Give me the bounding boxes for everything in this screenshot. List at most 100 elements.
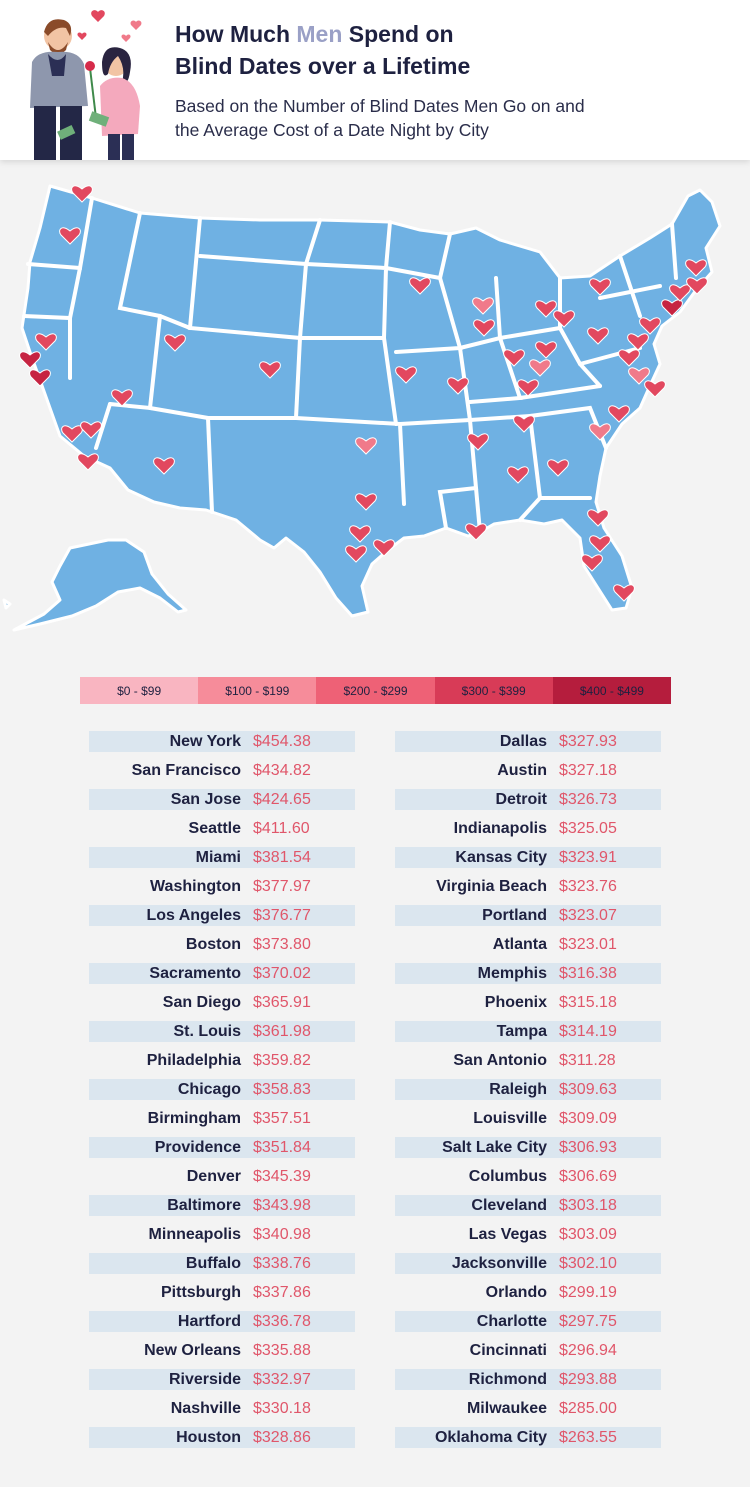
city-name: New York [169, 732, 241, 750]
city-row: Richmond $293.88 [395, 1369, 661, 1390]
price-legend: $0 - $99 $100 - $199 $200 - $299 $300 - $39… [80, 677, 672, 704]
city-name: Oklahoma City [434, 1428, 547, 1446]
city-name: Boston [185, 935, 241, 953]
heart-marker-salt-lake-city [164, 334, 186, 352]
heart-marker-buffalo [589, 278, 611, 296]
alaska-shape [12, 538, 188, 632]
city-price: $376.77 [253, 906, 311, 924]
city-row: Detroit $326.73 [395, 789, 661, 810]
city-row: Miami $381.54 [89, 847, 355, 868]
city-row: Las Vegas $303.09 [395, 1224, 661, 1245]
city-price: $345.39 [253, 1167, 311, 1185]
city-row: Riverside $332.97 [89, 1369, 355, 1390]
heart-marker-san-antonio [345, 545, 367, 563]
city-row: Portland $323.07 [395, 905, 661, 926]
heart-marker-louisville [517, 379, 539, 397]
city-price: $370.02 [253, 964, 311, 982]
heart-marker-san-jose [29, 369, 51, 387]
heart-marker-sacramento [35, 333, 57, 351]
city-row: New York $454.38 [89, 731, 355, 752]
city-row: Tampa $314.19 [395, 1021, 661, 1042]
city-name: Memphis [477, 964, 547, 982]
city-price: $303.18 [559, 1196, 617, 1214]
heart-marker-san-diego [77, 453, 99, 471]
couple-illustration [30, 10, 142, 160]
city-price: $323.76 [559, 877, 617, 895]
heart-marker-boston [685, 259, 707, 277]
city-price: $330.18 [253, 1399, 311, 1417]
city-price: $424.65 [253, 790, 311, 808]
city-name: Las Vegas [468, 1225, 547, 1243]
city-name: Pittsburgh [161, 1283, 241, 1301]
heart-marker-phoenix [153, 457, 175, 475]
city-name: Kansas City [455, 848, 547, 866]
city-name: Austin [497, 761, 547, 779]
city-price: $357.51 [253, 1109, 311, 1127]
city-price: $316.38 [559, 964, 617, 982]
city-price: $327.93 [559, 732, 617, 750]
heart-marker-atlanta [547, 459, 569, 477]
city-price: $306.69 [559, 1167, 617, 1185]
city-price: $299.19 [559, 1283, 617, 1301]
city-price: $325.05 [559, 819, 617, 837]
city-row: Sacramento $370.02 [89, 963, 355, 984]
heart-marker-chicago [473, 319, 495, 337]
city-price: $358.83 [253, 1080, 311, 1098]
city-price: $338.76 [253, 1254, 311, 1272]
heart-marker-charlotte [589, 423, 611, 441]
heart-marker-columbus [535, 341, 557, 359]
city-row: Nashville $330.18 [89, 1398, 355, 1419]
city-row: Houston $328.86 [89, 1427, 355, 1448]
heart-marker-pittsburgh [587, 327, 609, 345]
heart-marker-seattle [71, 185, 93, 203]
city-price: $411.60 [253, 819, 310, 837]
city-name: Hartford [177, 1312, 241, 1330]
city-price: $365.91 [253, 993, 311, 1011]
legend-segment: $300 - $399 [434, 677, 553, 704]
city-price: $315.18 [559, 993, 617, 1011]
city-name: Orlando [485, 1283, 547, 1301]
city-price: $434.82 [253, 761, 311, 779]
city-row: Buffalo $338.76 [89, 1253, 355, 1274]
hawaii-shape [2, 598, 12, 610]
us-mainland-shape [20, 184, 722, 618]
heart-marker-indianapolis [503, 349, 525, 367]
heart-marker-portland [59, 227, 81, 245]
heart-marker-cincinnati [529, 359, 551, 377]
city-price: $454.38 [253, 732, 311, 750]
city-row: Dallas $327.93 [395, 731, 661, 752]
city-column-left: New York $454.38 San Francisco $434.82 San J… [89, 731, 355, 1456]
city-name: Detroit [495, 790, 547, 808]
city-price: $340.98 [253, 1225, 311, 1243]
city-name: Portland [482, 906, 547, 924]
city-row: Washington $377.97 [89, 876, 355, 897]
city-row: Memphis $316.38 [395, 963, 661, 984]
heart-marker-detroit [535, 300, 557, 318]
city-name: Louisville [473, 1109, 547, 1127]
city-name: Indianapolis [453, 819, 547, 837]
us-map [2, 184, 722, 632]
heart-marker-richmond [628, 367, 650, 385]
heart-marker-houston [373, 539, 395, 557]
city-name: Washington [150, 877, 241, 895]
city-row: Orlando $299.19 [395, 1282, 661, 1303]
city-price: $302.10 [559, 1254, 617, 1272]
city-price: $361.98 [253, 1022, 311, 1040]
city-row: Cleveland $303.18 [395, 1195, 661, 1216]
heart-marker-birmingham [507, 466, 529, 484]
city-price: $263.55 [559, 1428, 617, 1446]
city-row: Oklahoma City $263.55 [395, 1427, 661, 1448]
city-name: Los Angeles [146, 906, 241, 924]
heart-marker-kansas-city [395, 366, 417, 384]
heart-marker-hartford [669, 284, 691, 302]
city-price: $343.98 [253, 1196, 311, 1214]
city-name: Seattle [188, 819, 241, 837]
city-name: Virginia Beach [436, 877, 547, 895]
city-row: Charlotte $297.75 [395, 1311, 661, 1332]
city-name: Dallas [499, 732, 547, 750]
city-row: Atlanta $323.01 [395, 934, 661, 955]
city-name: San Antonio [453, 1051, 547, 1069]
heart-marker-oklahoma-city [355, 437, 377, 455]
city-price: $306.93 [559, 1138, 617, 1156]
city-name: Miami [195, 848, 241, 866]
